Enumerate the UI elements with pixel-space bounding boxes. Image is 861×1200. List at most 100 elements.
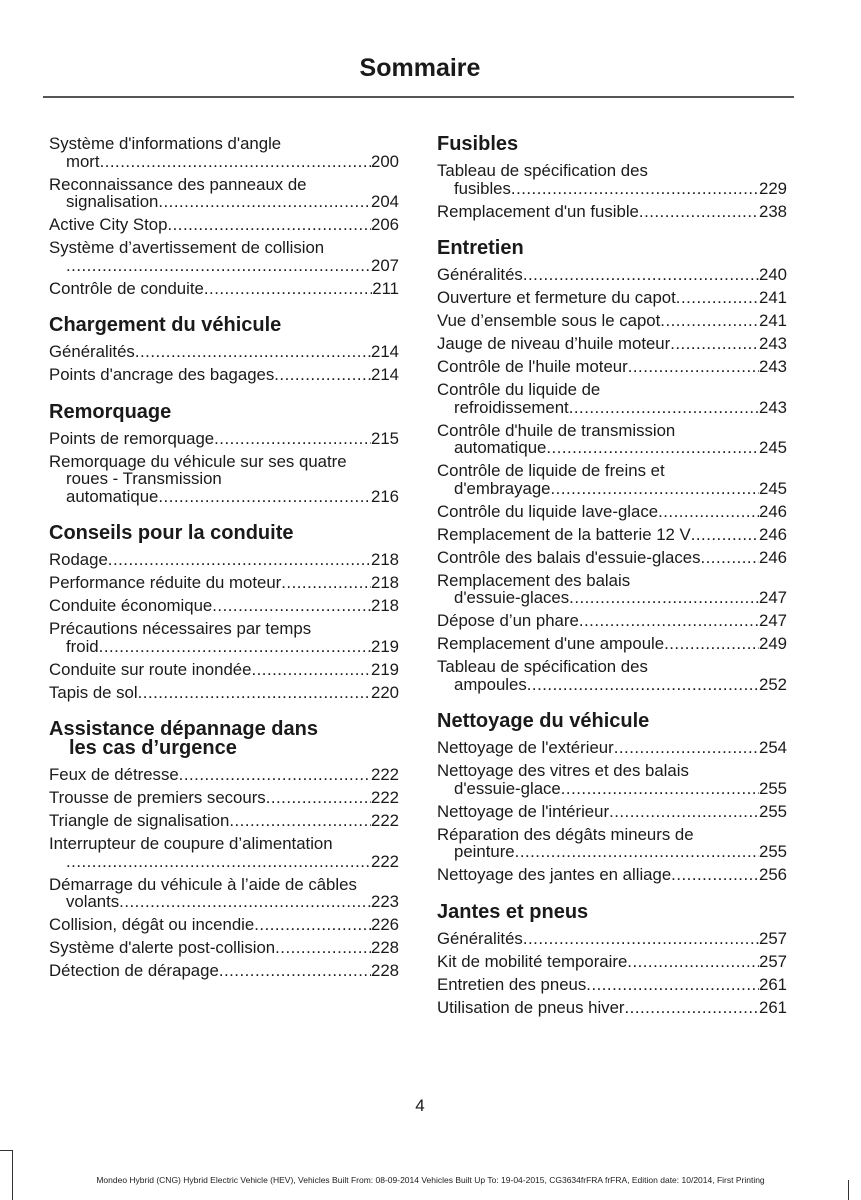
toc-page-number[interactable]: 229: [759, 178, 787, 198]
toc-entry[interactable]: Nettoyage des jantes en alliage 256: [437, 866, 787, 884]
toc-page-number[interactable]: 249: [759, 634, 787, 653]
toc-page-number[interactable]: 238: [759, 201, 787, 221]
toc-entry[interactable]: Ouverture et fermeture du capot 241: [437, 289, 787, 307]
toc-entry[interactable]: Jauge de niveau d’huile moteur 243: [437, 335, 787, 353]
toc-entry[interactable]: Utilisation de pneus hiver 261: [437, 997, 787, 1017]
toc-section: Remorquage Points de remorquage 215 Remorqu…: [49, 402, 399, 506]
toc-entry[interactable]: Remplacement de la batterie 12 V 246: [437, 524, 787, 544]
toc-page-number[interactable]: 255: [759, 842, 787, 861]
toc-page-number[interactable]: 247: [759, 611, 787, 630]
toc-page-number[interactable]: 252: [759, 674, 787, 694]
toc-page-number[interactable]: 218: [371, 550, 399, 569]
toc-entry[interactable]: Contrôle d'huile de transmission automati…: [437, 421, 787, 457]
toc-entry[interactable]: Reconnaissance des panneaux de signalisat…: [49, 175, 399, 211]
toc-page-number[interactable]: 256: [759, 865, 787, 884]
toc-page-number[interactable]: 214: [371, 365, 399, 384]
toc-page-number[interactable]: 219: [371, 659, 399, 679]
toc-page-number[interactable]: 246: [759, 547, 787, 567]
toc-page-number[interactable]: 206: [371, 215, 399, 234]
toc-page-number[interactable]: 255: [759, 801, 787, 821]
toc-entry[interactable]: Collision, dégât ou incendie 226: [49, 916, 399, 934]
toc-entry[interactable]: Rodage 218: [49, 551, 399, 569]
toc-entry[interactable]: Points d'ancrage des bagages 214: [49, 366, 399, 384]
toc-page-number[interactable]: 245: [759, 438, 787, 457]
toc-page-number[interactable]: 241: [759, 311, 787, 330]
toc-entry[interactable]: Démarrage du véhicule à l’aide de câbles…: [49, 875, 399, 911]
toc-entry[interactable]: Nettoyage des vitres et des balais d'essu…: [437, 762, 787, 797]
toc-page-number[interactable]: 226: [371, 915, 399, 934]
toc-page-number[interactable]: 243: [759, 357, 787, 376]
toc-entry[interactable]: Points de remorquage 215: [49, 428, 399, 448]
toc-page-number[interactable]: 246: [759, 501, 787, 521]
toc-page-number[interactable]: 207: [371, 255, 399, 275]
toc-entry[interactable]: Généralités 240: [437, 266, 787, 284]
toc-page-number[interactable]: 255: [759, 778, 787, 798]
toc-entry[interactable]: Interrupteur de coupure d’alimentation 22…: [49, 835, 399, 870]
toc-page-number[interactable]: 261: [759, 974, 787, 994]
toc-page-number[interactable]: 243: [759, 397, 787, 417]
toc-entry[interactable]: Feux de détresse 222: [49, 766, 399, 784]
toc-entry[interactable]: Dépose d’un phare 247: [437, 612, 787, 630]
toc-page-number[interactable]: 247: [759, 588, 787, 607]
toc-entry[interactable]: Triangle de signalisation 222: [49, 812, 399, 830]
toc-page-number[interactable]: 200: [371, 151, 399, 171]
toc-page-number[interactable]: 222: [371, 788, 399, 807]
toc-entry[interactable]: Performance réduite du moteur 218: [49, 574, 399, 592]
toc-entry[interactable]: Vue d’ensemble sous le capot 241: [437, 312, 787, 330]
toc-entry[interactable]: Nettoyage de l'extérieur 254: [437, 739, 787, 757]
toc-entry[interactable]: Active City Stop 206: [49, 216, 399, 234]
toc-entry[interactable]: Réparation des dégâts mineurs de peinture…: [437, 825, 787, 861]
toc-entry[interactable]: Système d’avertissement de collision 207: [49, 239, 399, 274]
toc-page-number[interactable]: 222: [371, 811, 399, 830]
toc-page-number[interactable]: 211: [372, 278, 399, 298]
toc-entry[interactable]: Tapis de sol 220: [49, 682, 399, 702]
toc-page-number[interactable]: 218: [371, 573, 399, 592]
toc-page-number[interactable]: 204: [371, 192, 399, 211]
toc-entry[interactable]: Conduite économique 218: [49, 597, 399, 615]
toc-page-number[interactable]: 243: [759, 334, 787, 353]
toc-page-number[interactable]: 222: [371, 765, 399, 784]
toc-page-number[interactable]: 246: [759, 524, 787, 544]
toc-page-number[interactable]: 254: [759, 738, 787, 757]
toc-entry[interactable]: Système d'alerte post-collision 228: [49, 939, 399, 957]
toc-page-number[interactable]: 222: [371, 851, 399, 871]
toc-page-number[interactable]: 228: [371, 961, 399, 980]
toc-entry[interactable]: Kit de mobilité temporaire 257: [437, 951, 787, 971]
toc-entry[interactable]: Contrôle des balais d'essuie-glaces 246: [437, 547, 787, 567]
toc-entry[interactable]: Généralités 257: [437, 928, 787, 948]
toc-entry[interactable]: Détection de dérapage 228: [49, 962, 399, 980]
toc-page-number[interactable]: 223: [371, 892, 399, 911]
toc-page-number[interactable]: 220: [371, 682, 399, 702]
toc-entry[interactable]: Trousse de premiers secours 222: [49, 789, 399, 807]
toc-page-number[interactable]: 261: [759, 997, 787, 1017]
toc-page-number[interactable]: 218: [371, 596, 399, 615]
toc-entry[interactable]: Nettoyage de l'intérieur 255: [437, 801, 787, 821]
toc-page-number[interactable]: 216: [371, 486, 399, 506]
toc-entry[interactable]: Contrôle de liquide de freins et d'embray…: [437, 462, 787, 497]
toc-page-number[interactable]: 245: [759, 478, 787, 498]
toc-entry[interactable]: Contrôle du liquide lave-glace 246: [437, 501, 787, 521]
toc-page-number[interactable]: 257: [759, 928, 787, 948]
toc-entry[interactable]: Généralités 214: [49, 343, 399, 361]
toc-entry[interactable]: Conduite sur route inondée 219: [49, 659, 399, 679]
toc-entry[interactable]: Entretien des pneus 261: [437, 974, 787, 994]
toc-page-number[interactable]: 228: [371, 938, 399, 957]
toc-page-number[interactable]: 215: [371, 428, 399, 448]
toc-page-number[interactable]: 257: [759, 951, 787, 971]
toc-page-number[interactable]: 241: [759, 288, 787, 307]
toc-page-number[interactable]: 240: [759, 265, 787, 284]
dot-leader: [658, 503, 759, 521]
toc-page-number[interactable]: 214: [371, 342, 399, 361]
toc-entry[interactable]: Remplacement d'un fusible 238: [437, 201, 787, 221]
toc-entry[interactable]: Remorquage du véhicule sur ses quatre rou…: [49, 452, 399, 506]
toc-entry[interactable]: Contrôle de l'huile moteur 243: [437, 358, 787, 376]
toc-page-number[interactable]: 219: [371, 636, 399, 656]
toc-entry[interactable]: Remplacement d'une ampoule 249: [437, 635, 787, 653]
toc-entry[interactable]: Contrôle de conduite 211: [49, 278, 399, 298]
